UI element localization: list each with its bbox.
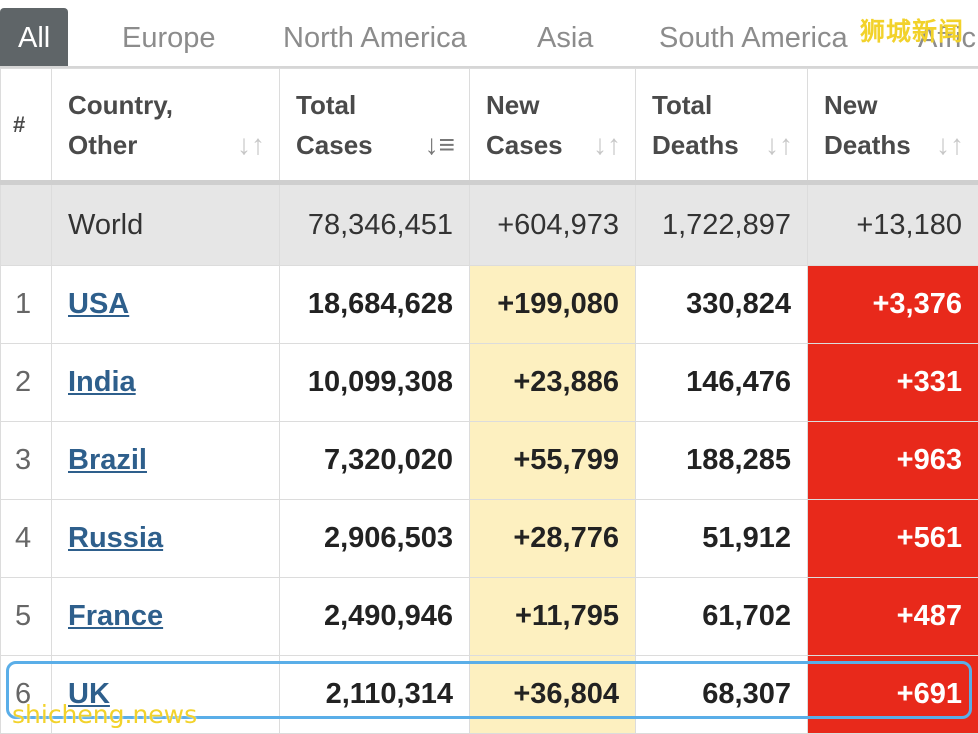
table-row: 1 USA 18,684,628 +199,080 330,824 +3,376 — [0, 265, 978, 344]
row-total-deaths: 68,307 — [635, 655, 808, 734]
sort-icon[interactable]: ↓↑ — [237, 129, 265, 160]
row-rank: 2 — [0, 343, 52, 422]
row-new-deaths: +561 — [807, 499, 978, 578]
header-new-cases-line1: New — [486, 89, 540, 120]
header-country[interactable]: Country, Other ↓↑ — [51, 68, 280, 185]
country-link[interactable]: UK — [68, 678, 110, 710]
row-new-deaths: +963 — [807, 421, 978, 500]
row-total-deaths: 51,912 — [635, 499, 808, 578]
header-total-deaths-line1: Total — [652, 89, 713, 120]
row-new-deaths: +691 — [807, 655, 978, 734]
tab-africa[interactable]: Afric — [918, 22, 976, 54]
row-country: India — [51, 343, 280, 422]
header-total-deaths[interactable]: Total Deaths ↓↑ — [635, 68, 808, 185]
row-total-deaths: 330,824 — [635, 265, 808, 344]
row-total-cases: 2,110,314 — [279, 655, 470, 734]
table-row-highlighted: 6 UK 2,110,314 +36,804 68,307 +691 — [0, 655, 978, 734]
tab-all[interactable]: All — [0, 8, 69, 66]
sort-icon[interactable]: ↓↑ — [936, 129, 964, 160]
tab-south-america[interactable]: South America — [659, 22, 848, 54]
row-total-cases: 10,099,308 — [279, 343, 470, 422]
table-row: 2 India 10,099,308 +23,886 146,476 +331 — [0, 343, 978, 422]
row-country: Russia — [51, 499, 280, 578]
sort-icon[interactable]: ↓↑ — [593, 129, 621, 160]
row-rank: 3 — [0, 421, 52, 500]
world-total-deaths: 1,722,897 — [635, 182, 808, 266]
country-link[interactable]: Brazil — [68, 444, 147, 476]
row-new-deaths: +331 — [807, 343, 978, 422]
watermark-site: shicheng.news — [12, 700, 198, 729]
row-total-cases: 7,320,020 — [279, 421, 470, 500]
world-new-deaths: +13,180 — [807, 182, 978, 266]
row-new-cases: +11,795 — [469, 577, 636, 656]
row-new-cases: +23,886 — [469, 343, 636, 422]
world-new-cases: +604,973 — [469, 182, 636, 266]
row-new-cases: +199,080 — [469, 265, 636, 344]
country-link[interactable]: USA — [68, 288, 130, 320]
header-country-line1: Country, — [68, 89, 173, 120]
table-header-row: # Country, Other ↓↑ Total Cases ↓≡ New C… — [0, 68, 978, 185]
covid-stats-table: # Country, Other ↓↑ Total Cases ↓≡ New C… — [0, 68, 978, 734]
header-total-deaths-line2: Deaths — [652, 129, 739, 160]
row-rank: 1 — [0, 265, 52, 344]
row-country: USA — [51, 265, 280, 344]
world-total-cases: 78,346,451 — [279, 182, 470, 266]
header-total-cases-line1: Total — [296, 89, 357, 120]
row-new-deaths: +487 — [807, 577, 978, 656]
header-new-deaths[interactable]: New Deaths ↓↑ — [807, 68, 978, 185]
sort-icon[interactable]: ↓↑ — [765, 129, 793, 160]
row-total-deaths: 146,476 — [635, 343, 808, 422]
world-label: World — [51, 182, 280, 266]
world-rank — [0, 182, 52, 266]
row-total-cases: 2,906,503 — [279, 499, 470, 578]
country-link[interactable]: France — [68, 600, 164, 632]
row-total-cases: 2,490,946 — [279, 577, 470, 656]
header-country-line2: Other — [68, 129, 138, 160]
header-new-deaths-line2: Deaths — [824, 129, 911, 160]
table-row: 5 France 2,490,946 +11,795 61,702 +487 — [0, 577, 978, 656]
header-new-cases[interactable]: New Cases ↓↑ — [469, 68, 636, 185]
sort-desc-icon[interactable]: ↓≡ — [424, 129, 455, 160]
header-new-deaths-line1: New — [824, 89, 878, 120]
header-rank[interactable]: # — [0, 68, 52, 185]
world-total-row: World 78,346,451 +604,973 1,722,897 +13,… — [0, 182, 978, 266]
watermark-logo: 狮城新闻 — [859, 17, 964, 46]
row-new-cases: +55,799 — [469, 421, 636, 500]
header-total-cases[interactable]: Total Cases ↓≡ — [279, 68, 470, 185]
country-link[interactable]: Russia — [68, 522, 164, 554]
row-total-cases: 18,684,628 — [279, 265, 470, 344]
row-total-deaths: 61,702 — [635, 577, 808, 656]
table-row: 4 Russia 2,906,503 +28,776 51,912 +561 — [0, 499, 978, 578]
header-total-cases-line2: Cases — [296, 129, 373, 160]
row-rank: 4 — [0, 499, 52, 578]
row-rank: 5 — [0, 577, 52, 656]
tab-europe[interactable]: Europe — [122, 22, 216, 54]
row-new-cases: +36,804 — [469, 655, 636, 734]
country-link[interactable]: India — [68, 366, 136, 398]
row-country: UK — [51, 655, 280, 734]
row-country: Brazil — [51, 421, 280, 500]
tab-north-america[interactable]: North America — [283, 22, 467, 54]
tab-asia[interactable]: Asia — [537, 22, 594, 54]
row-new-deaths: +3,376 — [807, 265, 978, 344]
row-new-cases: +28,776 — [469, 499, 636, 578]
row-total-deaths: 188,285 — [635, 421, 808, 500]
row-country: France — [51, 577, 280, 656]
table-row: 3 Brazil 7,320,020 +55,799 188,285 +963 — [0, 421, 978, 500]
header-new-cases-line2: Cases — [486, 129, 563, 160]
region-tabs: All Europe North America Asia South Amer… — [0, 0, 978, 68]
